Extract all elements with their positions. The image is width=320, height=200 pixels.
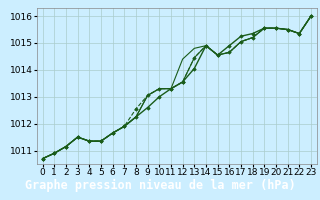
Text: Graphe pression niveau de la mer (hPa): Graphe pression niveau de la mer (hPa) <box>25 179 295 192</box>
